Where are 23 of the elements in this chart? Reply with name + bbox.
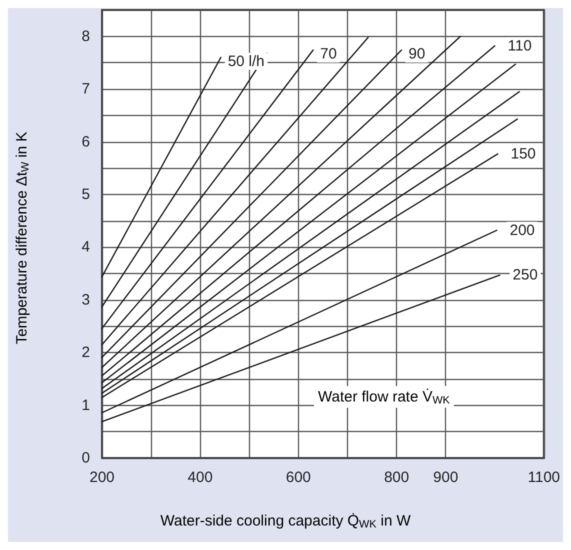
x-tick-label: 1100 xyxy=(528,469,560,486)
y-tick-label: 3 xyxy=(82,291,90,308)
x-tick-label: 900 xyxy=(433,469,458,486)
series-label: 70 xyxy=(320,46,337,63)
series-label: 90 xyxy=(408,46,426,63)
y-tick-label: 5 xyxy=(82,186,90,203)
x-tick-label: 400 xyxy=(188,469,213,486)
x-tick-label: 600 xyxy=(286,469,311,486)
y-tick-label: 4 xyxy=(82,238,90,256)
y-tick-label: 6 xyxy=(82,133,90,150)
y-tick-label: 7 xyxy=(82,80,90,98)
series-label: 150 xyxy=(510,145,536,162)
y-tick-label: 1 xyxy=(82,396,90,414)
series-label: 50 l/h xyxy=(228,52,265,70)
series-label: 200 xyxy=(510,222,535,239)
x-tick-label: 800 xyxy=(384,469,410,486)
y-tick-label: 8 xyxy=(82,28,90,45)
y-axis-title: Temperature difference ΔtW in K xyxy=(14,132,32,344)
x-tick-label: 200 xyxy=(89,469,115,486)
y-tick-label: 0 xyxy=(82,450,90,466)
y-tick-label: 2 xyxy=(82,344,90,362)
series-label: 110 xyxy=(508,37,532,54)
series-label: 250 xyxy=(512,266,538,284)
